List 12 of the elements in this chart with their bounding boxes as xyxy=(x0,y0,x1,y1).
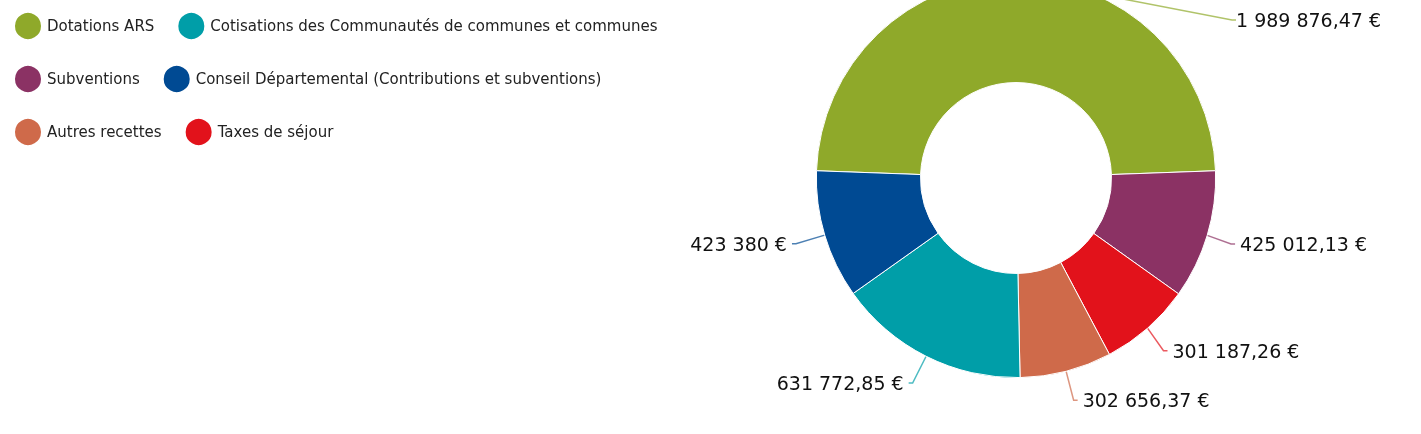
legend-label: Subventions xyxy=(47,70,140,88)
data-label: 423 380 € xyxy=(690,232,787,255)
legend-label: Conseil Départemental (Contributions et subventions) xyxy=(195,70,602,88)
data-label: 425 012,13 € xyxy=(1240,232,1367,255)
data-label: 1 989 876,47 € xyxy=(1236,9,1382,31)
legend-label: Autres recettes xyxy=(47,123,162,141)
legend-label: Cotisations des Communautés de communes et communes xyxy=(210,17,658,35)
data-label: 631 772,85 € xyxy=(776,372,904,395)
legend-label: Dotations ARS xyxy=(47,17,155,35)
data-label: 302 656,37 € xyxy=(1082,389,1210,412)
legend-label: Taxes de séjour xyxy=(216,123,335,141)
data-label: 301 187,26 € xyxy=(1172,339,1300,362)
